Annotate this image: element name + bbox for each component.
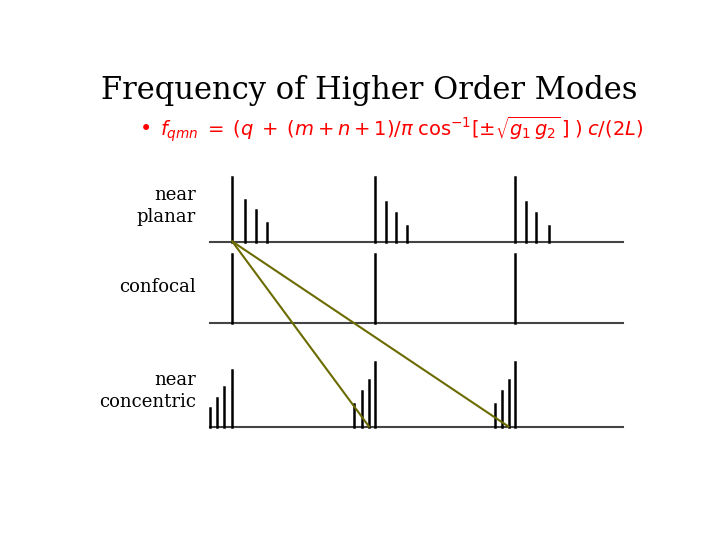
- Text: near
concentric: near concentric: [99, 371, 196, 411]
- Text: confocal: confocal: [120, 278, 196, 296]
- Text: near
planar: near planar: [137, 186, 196, 226]
- Text: Frequency of Higher Order Modes: Frequency of Higher Order Modes: [101, 75, 637, 106]
- Text: •: •: [140, 119, 153, 139]
- Text: $f_{qmn}$$\;=\;(q\;+\;(m+n+1)/\pi\;\mathrm{cos}^{-1}[\pm\sqrt{g_1\,g_2}\,]\;)\;c: $f_{qmn}$$\;=\;(q\;+\;(m+n+1)/\pi\;\math…: [160, 114, 643, 144]
